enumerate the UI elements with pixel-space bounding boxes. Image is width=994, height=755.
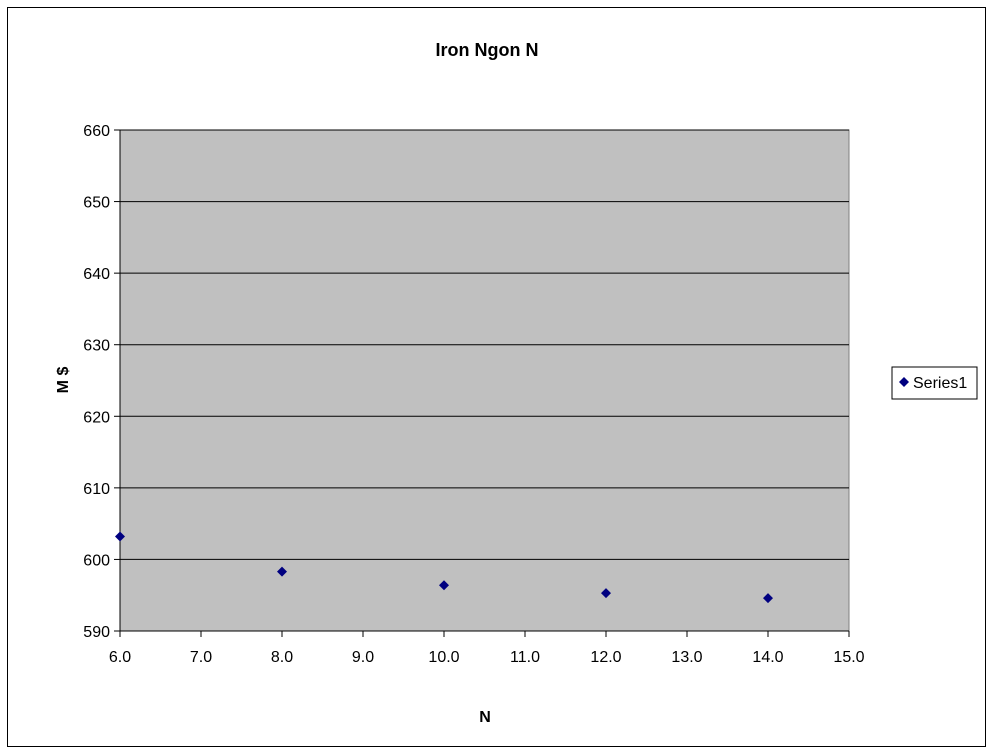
y-tick-label: 630 [83,338,110,355]
legend-label-series1: Series1 [913,375,967,392]
y-tick-label: 610 [83,481,110,498]
legend-marker-diamond [899,377,909,387]
legend: Series1 [891,366,978,400]
gridlines [120,129,849,560]
x-tick-label: 6.0 [109,649,131,666]
series-points [115,531,773,604]
y-tick-label: 660 [83,123,110,140]
y-tick-label: 650 [83,195,110,212]
x-tick-label: 13.0 [671,649,702,666]
x-axis-ticks: 6.0 7.0 8.0 9.0 10.0 11.0 12.0 13.0 14.0 15.0 [109,631,865,666]
axes [119,130,849,632]
plot-area [119,129,850,632]
x-tick-label: 7.0 [190,649,212,666]
x-tick-label: 12.0 [590,649,621,666]
data-point [115,531,125,542]
x-tick-label: 14.0 [752,649,783,666]
y-axis-title: M $ [55,367,72,394]
data-point [277,566,287,577]
x-axis-title: N [479,709,491,726]
y-axis-ticks: 590 600 610 620 630 640 650 660 [83,123,120,641]
data-point [763,593,773,604]
y-tick-label: 640 [83,266,110,283]
x-tick-label: 8.0 [271,649,293,666]
chart-title: Iron Ngon N [436,40,539,60]
data-point [439,580,449,591]
data-point [601,588,611,599]
x-tick-label: 9.0 [352,649,374,666]
x-tick-label: 15.0 [833,649,864,666]
y-tick-label: 600 [83,552,110,569]
x-tick-label: 11.0 [510,649,540,666]
y-tick-label: 620 [83,409,110,426]
y-tick-label: 590 [83,624,110,641]
x-tick-label: 10.0 [428,649,459,666]
